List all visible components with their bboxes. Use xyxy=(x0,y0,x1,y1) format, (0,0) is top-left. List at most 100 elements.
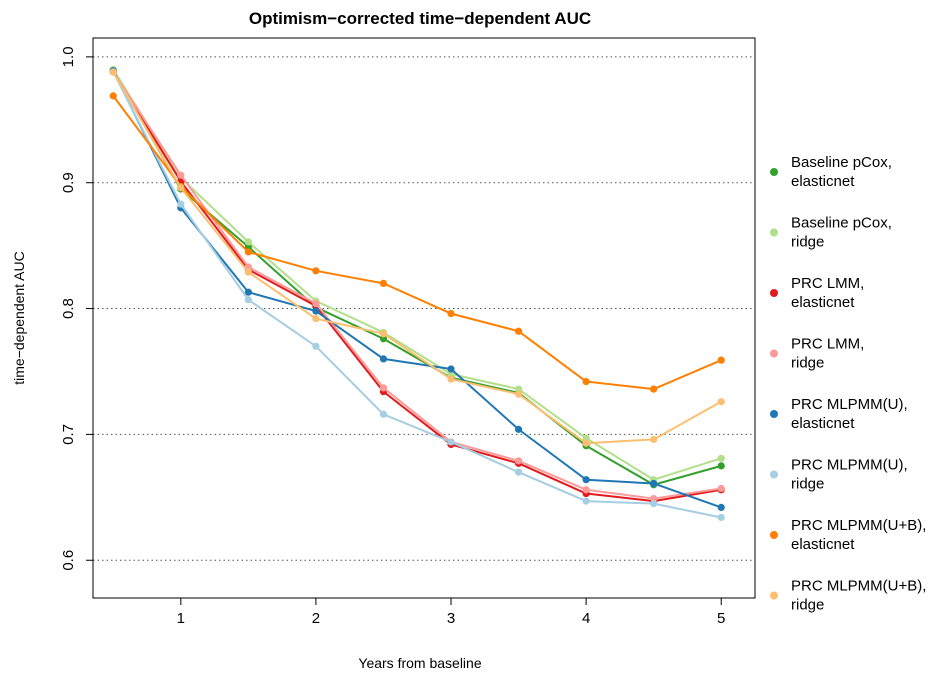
series-1 xyxy=(109,65,725,484)
y-axis: 0.6 0.7 0.8 0.9 1.0 xyxy=(60,46,93,571)
data-point xyxy=(379,335,388,343)
data-point xyxy=(717,462,725,470)
data-point xyxy=(447,309,455,318)
data-point xyxy=(244,248,252,256)
legend-marker xyxy=(770,228,778,237)
data-point xyxy=(379,330,388,338)
series-line xyxy=(112,95,722,391)
data-point xyxy=(109,92,117,100)
series-layer xyxy=(109,65,725,522)
data-point xyxy=(650,385,658,393)
data-point xyxy=(650,500,658,508)
legend-label: elasticnet xyxy=(791,173,855,190)
data-point xyxy=(379,410,388,418)
y-tick-label: 0.8 xyxy=(60,298,77,319)
y-tick-label: 0.9 xyxy=(60,172,77,193)
legend-item: PRC MLPMM(U), elasticnet xyxy=(770,396,908,432)
legend-marker xyxy=(770,410,778,418)
data-point xyxy=(582,434,590,442)
data-point xyxy=(109,68,117,76)
data-point xyxy=(514,390,523,398)
data-point xyxy=(717,513,725,522)
y-tick-label: 0.6 xyxy=(60,550,77,571)
data-point xyxy=(177,184,185,192)
legend-label: PRC MLPMM(U), xyxy=(791,457,908,474)
data-point xyxy=(244,268,252,276)
legend-label: PRC MLPMM(U+B), xyxy=(791,517,926,534)
data-point xyxy=(514,457,523,465)
data-point xyxy=(312,307,320,315)
legend-label: Baseline pCox, xyxy=(791,154,892,171)
data-point xyxy=(650,435,658,444)
data-point xyxy=(514,468,523,476)
legend-label: ridge xyxy=(791,234,824,251)
x-tick-label: 3 xyxy=(447,610,455,627)
data-point xyxy=(717,454,725,462)
legend-marker xyxy=(770,591,778,600)
data-point xyxy=(244,243,252,251)
legend-marker xyxy=(770,531,778,539)
legend-label: elasticnet xyxy=(791,536,855,553)
legend-label: ridge xyxy=(791,476,824,493)
y-tick-label: 0.7 xyxy=(60,424,77,445)
data-point xyxy=(177,200,185,208)
legend-item: Baseline pCox, ridge xyxy=(770,215,892,251)
series-line xyxy=(112,70,722,509)
y-axis-label: time−dependent AUC xyxy=(11,251,27,384)
data-point xyxy=(379,384,388,392)
y-tick-label: 1.0 xyxy=(60,46,77,67)
data-point xyxy=(379,355,388,363)
data-point xyxy=(312,342,320,350)
series-line xyxy=(112,68,722,481)
legend-label: PRC LMM, xyxy=(791,275,864,292)
data-point xyxy=(582,377,590,386)
legend-item: PRC MLPMM(U), ridge xyxy=(770,457,908,493)
legend-label: PRC MLPMM(U), xyxy=(791,396,908,413)
x-tick-label: 4 xyxy=(582,610,590,627)
x-tick-label: 5 xyxy=(717,610,725,627)
series-line xyxy=(112,70,722,486)
series-line xyxy=(112,71,722,445)
series-6 xyxy=(109,92,725,393)
legend-label: elasticnet xyxy=(791,415,855,432)
data-point xyxy=(447,370,455,378)
series-line xyxy=(112,71,722,519)
legend-item: PRC MLPMM(U+B), elasticnet xyxy=(770,517,926,553)
data-point xyxy=(582,476,590,484)
data-point xyxy=(379,279,388,287)
data-point xyxy=(514,425,523,433)
series-0 xyxy=(109,67,725,489)
data-point xyxy=(582,497,590,505)
legend-label: elasticnet xyxy=(791,294,855,311)
legend: Baseline pCox, elasticnet Baseline pCox, ri… xyxy=(770,154,926,614)
data-point xyxy=(312,299,320,308)
data-point xyxy=(244,288,252,296)
legend-item: PRC LMM, elasticnet xyxy=(770,275,864,311)
data-point xyxy=(312,267,320,275)
data-point xyxy=(177,171,185,179)
series-5 xyxy=(109,68,725,522)
data-point xyxy=(312,315,320,323)
legend-label: PRC MLPMM(U+B), xyxy=(791,578,926,595)
series-2 xyxy=(109,68,725,505)
data-point xyxy=(582,486,590,494)
data-point xyxy=(244,296,252,304)
chart-title: Optimism−corrected time−dependent AUC xyxy=(249,9,591,28)
series-4 xyxy=(109,67,725,511)
data-point xyxy=(447,438,455,446)
legend-marker xyxy=(770,349,778,358)
data-point xyxy=(717,356,725,364)
legend-label: PRC LMM, xyxy=(791,336,864,353)
legend-label: ridge xyxy=(791,355,824,372)
series-line xyxy=(112,71,722,503)
data-point xyxy=(582,439,590,447)
legend-item: PRC LMM, ridge xyxy=(770,336,864,372)
data-point xyxy=(650,494,658,503)
data-point xyxy=(717,503,725,511)
x-tick-label: 2 xyxy=(312,610,320,627)
series-7 xyxy=(109,68,725,447)
data-point xyxy=(717,484,725,493)
x-axis-label: Years from baseline xyxy=(358,655,481,671)
data-point xyxy=(447,375,455,383)
